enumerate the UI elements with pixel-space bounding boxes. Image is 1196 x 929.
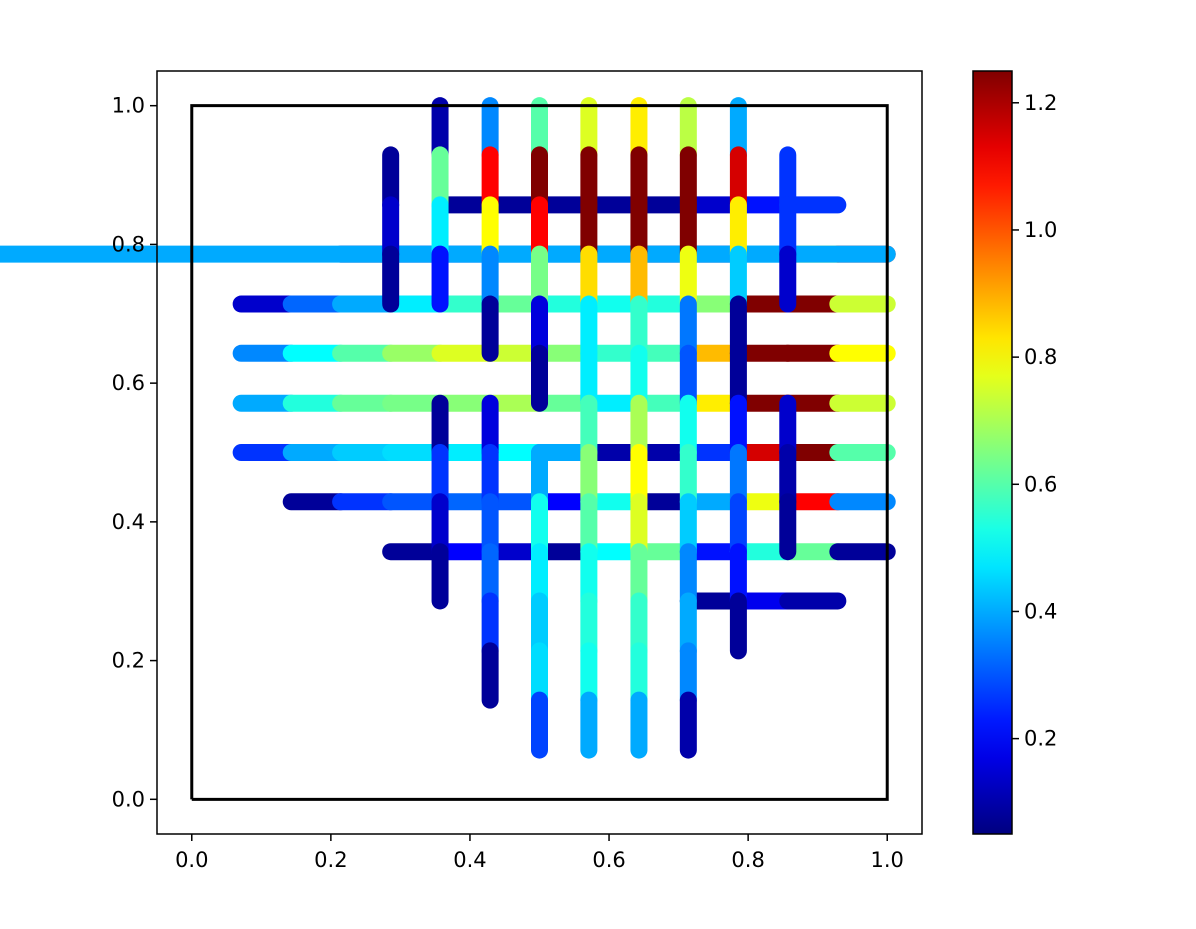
x-tick-label: 0.0: [175, 848, 208, 872]
axes-frame: [156, 70, 923, 835]
colorbar-tick-label: 0.8: [1024, 345, 1057, 369]
x-tick-label: 1.0: [871, 848, 904, 872]
y-tick-label: 1.0: [112, 94, 145, 118]
colored-line-segments: [0, 97, 896, 759]
y-tick-label: 0.6: [112, 371, 145, 395]
colorbar-ticks: 0.2 0.4 0.6 0.8 1.0 1.2: [1012, 91, 1057, 751]
y-tick-label: 0.0: [112, 787, 145, 811]
y-tick-label: 0.2: [112, 649, 145, 673]
boundary-square: [190, 104, 889, 801]
colorbar-tick-label: 1.0: [1024, 218, 1057, 242]
y-tick-label: 0.4: [112, 510, 145, 534]
colorbar-frame: [972, 70, 1013, 835]
colorbar-tick-label: 0.4: [1024, 599, 1057, 623]
plot-area: 0.0 0.2 0.4 0.6 0.8 1.0 0.0 0.2 0.4 0.6 0.8 1.0: [0, 70, 923, 872]
x-tick-label: 0.4: [453, 848, 486, 872]
colorbar-tick-label: 0.2: [1024, 727, 1057, 751]
y-tick-label: 0.8: [112, 232, 145, 256]
x-tick-label: 0.8: [731, 848, 764, 872]
colorbar-tick-label: 0.6: [1024, 472, 1057, 496]
x-axis-ticks: 0.0 0.2 0.4 0.6 0.8 1.0: [175, 834, 904, 872]
y-axis-ticks: 0.0 0.2 0.4 0.6 0.8 1.0: [112, 94, 157, 811]
colorbar: 0.2 0.4 0.6 0.8 1.0 1.2: [972, 70, 1057, 835]
x-tick-label: 0.2: [314, 848, 347, 872]
colorbar-tick-label: 1.2: [1024, 91, 1057, 115]
colorbar-gradient: [973, 71, 1012, 834]
x-tick-label: 0.6: [592, 848, 625, 872]
